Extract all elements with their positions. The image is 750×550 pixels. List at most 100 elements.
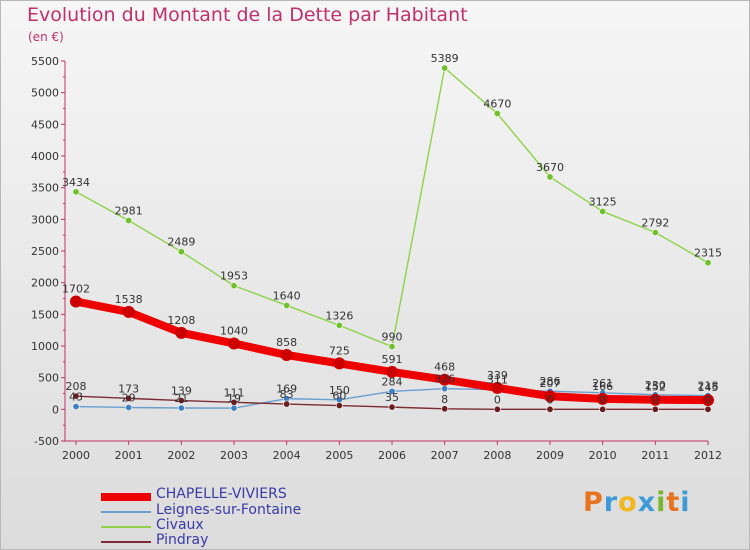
logo-letter: t [666, 487, 681, 518]
data-label: 591 [382, 353, 403, 366]
chart-title: Evolution du Montant de la Dette par Hab… [27, 4, 468, 26]
x-tick-label: 2012 [694, 449, 722, 462]
data-point [72, 392, 80, 400]
data-point [599, 207, 607, 215]
data-label: 19 [227, 392, 241, 405]
data-label: 0 [705, 393, 712, 406]
data-label: 60 [332, 390, 346, 403]
logo-letter: o [618, 487, 638, 518]
data-point [441, 405, 449, 413]
data-label: 326 [434, 373, 455, 386]
data-point [70, 295, 82, 308]
data-label: 111 [224, 386, 245, 399]
data-label: 339 [487, 369, 508, 382]
data-label: 218 [698, 380, 719, 393]
series-layer [70, 64, 714, 413]
data-label: 35 [385, 391, 399, 404]
y-tick-label: 5000 [31, 87, 59, 100]
data-label: 0 [652, 393, 659, 406]
x-tick-label: 2002 [167, 449, 195, 462]
x-tick-label: 2000 [62, 449, 90, 462]
data-label: 139 [171, 385, 192, 398]
data-point [651, 229, 659, 237]
data-point [230, 404, 238, 412]
legend-swatch [101, 541, 151, 543]
data-label: 169 [276, 383, 297, 396]
data-label: 150 [329, 384, 350, 397]
logo-letter: i [680, 487, 691, 518]
data-point [228, 337, 240, 350]
x-tick-label: 2008 [483, 449, 511, 462]
data-label: 3434 [62, 176, 90, 189]
axes: -500050010001500200025003000350040004500… [31, 55, 722, 462]
data-point [230, 398, 238, 406]
data-label: 1326 [325, 309, 353, 322]
data-labels: 3434 2981 2489 1953 1640 1326 990 5389 4670 3670 3… [62, 52, 722, 406]
x-tick-label: 2007 [431, 449, 459, 462]
data-label: 43 [69, 391, 83, 404]
data-point [283, 301, 291, 309]
data-point [177, 404, 185, 412]
data-label: 3125 [589, 195, 617, 208]
data-label: 4670 [483, 98, 511, 111]
data-point [649, 393, 662, 406]
y-tick-label: 2500 [31, 245, 59, 258]
data-point [438, 373, 451, 386]
data-point [280, 348, 293, 361]
data-point [177, 248, 185, 256]
data-point [704, 259, 712, 267]
chart-subtitle: (en €) [28, 30, 64, 44]
x-tick-label: 2011 [641, 449, 669, 462]
data-point [702, 394, 714, 407]
y-tick-label: 5500 [31, 55, 59, 68]
data-point [388, 343, 396, 351]
data-label: 5389 [431, 52, 459, 65]
data-point [125, 217, 133, 225]
data-label: 29 [122, 391, 136, 404]
legend-label: Leignes-sur-Fontaine [156, 502, 302, 518]
legend-swatch [101, 511, 151, 513]
data-label: 858 [276, 336, 297, 349]
data-label: 2489 [167, 236, 195, 249]
legend-label: Civaux [156, 517, 204, 533]
logo-letter: i [656, 487, 667, 518]
y-tick-label: 4500 [31, 118, 59, 131]
x-tick-label: 2001 [115, 449, 143, 462]
data-point [335, 321, 343, 329]
data-label: 208 [66, 380, 87, 393]
data-point [230, 282, 238, 290]
data-point [546, 405, 554, 413]
data-point [493, 405, 501, 413]
logo-letter: r [603, 487, 619, 518]
data-point [125, 394, 133, 402]
y-tick-label: 4000 [31, 150, 59, 163]
data-point [546, 173, 554, 181]
data-label: 990 [382, 331, 403, 344]
logo-letter: x [637, 487, 657, 518]
data-label: 725 [329, 344, 350, 357]
y-tick-label: 2000 [31, 277, 59, 290]
proxiti-logo[interactable]: Proxiti [583, 487, 691, 518]
y-tick-label: 500 [38, 372, 59, 385]
data-point [386, 365, 398, 378]
data-point [491, 381, 504, 394]
data-label: 83 [280, 388, 294, 401]
y-tick-label: 1500 [31, 308, 59, 321]
x-tick-label: 2003 [220, 449, 248, 462]
y-tick-label: 3000 [31, 213, 59, 226]
data-label: 311 [487, 374, 508, 387]
data-point [599, 405, 607, 413]
data-point [335, 402, 343, 410]
data-point [441, 385, 449, 393]
data-label: 207 [540, 377, 561, 390]
data-label: 2315 [694, 247, 722, 260]
data-point [544, 390, 556, 403]
y-tick-label: 1000 [31, 340, 59, 353]
x-tick-label: 2004 [273, 449, 301, 462]
data-label: 230 [645, 379, 666, 392]
x-tick-label: 2005 [325, 449, 353, 462]
data-label: 1538 [115, 293, 143, 306]
data-point [651, 405, 659, 413]
y-tick-label: 0 [52, 403, 59, 416]
